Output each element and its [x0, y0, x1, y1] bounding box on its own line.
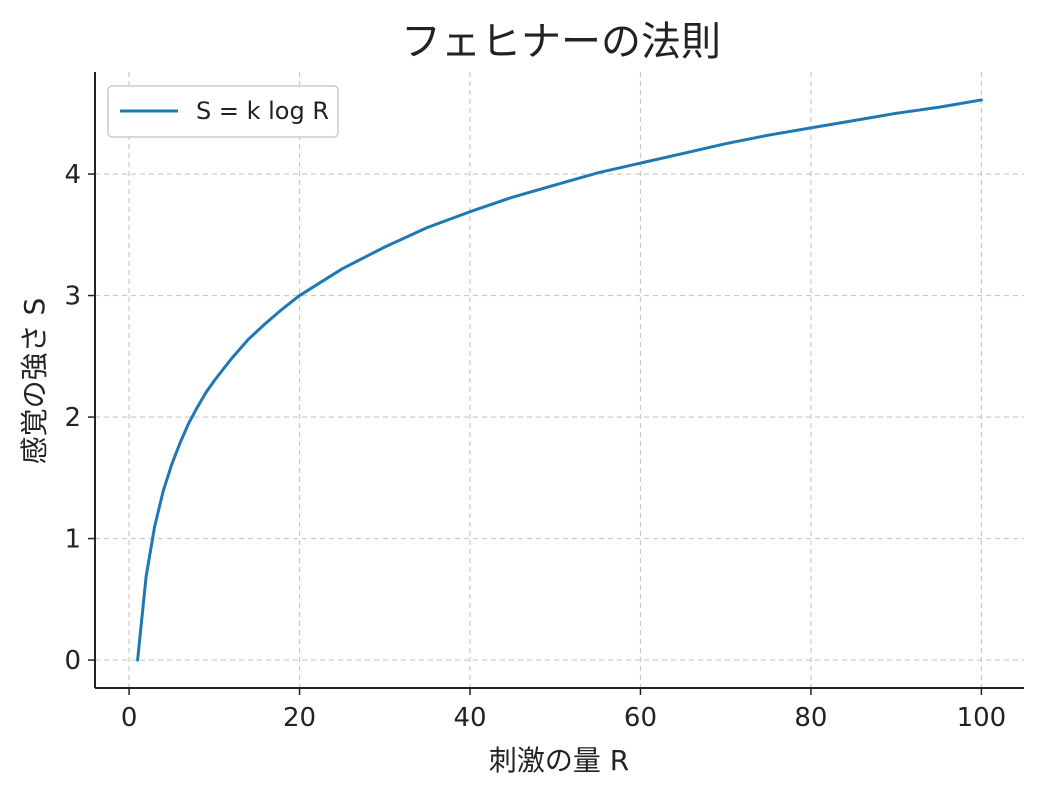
y-tick-label: 2 [64, 403, 81, 433]
axes [88, 72, 1024, 695]
legend: S = k log R [107, 85, 339, 138]
tick-labels: 0 20 40 60 80 100 0 1 2 3 4 [64, 160, 1006, 733]
x-tick-label: 60 [624, 703, 657, 733]
x-tick-label: 40 [453, 703, 486, 733]
x-tick-label: 100 [957, 703, 1007, 733]
y-axis-label: 感覚の強さ S [18, 298, 51, 465]
y-tick-label: 4 [64, 160, 81, 190]
legend-label: S = k log R [196, 97, 329, 125]
x-tick-label: 0 [121, 703, 138, 733]
grid-lines [95, 72, 1024, 688]
x-tick-label: 80 [794, 703, 827, 733]
y-tick-label: 3 [64, 282, 81, 312]
series-line [136, 98, 983, 662]
chart-title: フェヒナーの法則 [401, 19, 721, 65]
y-tick-label: 0 [64, 646, 81, 676]
x-tick-label: 20 [283, 703, 316, 733]
x-axis-label: 刺激の量 R [489, 744, 629, 777]
series-layer [136, 98, 983, 662]
legend-box [107, 85, 339, 138]
y-tick-label: 1 [64, 525, 81, 555]
